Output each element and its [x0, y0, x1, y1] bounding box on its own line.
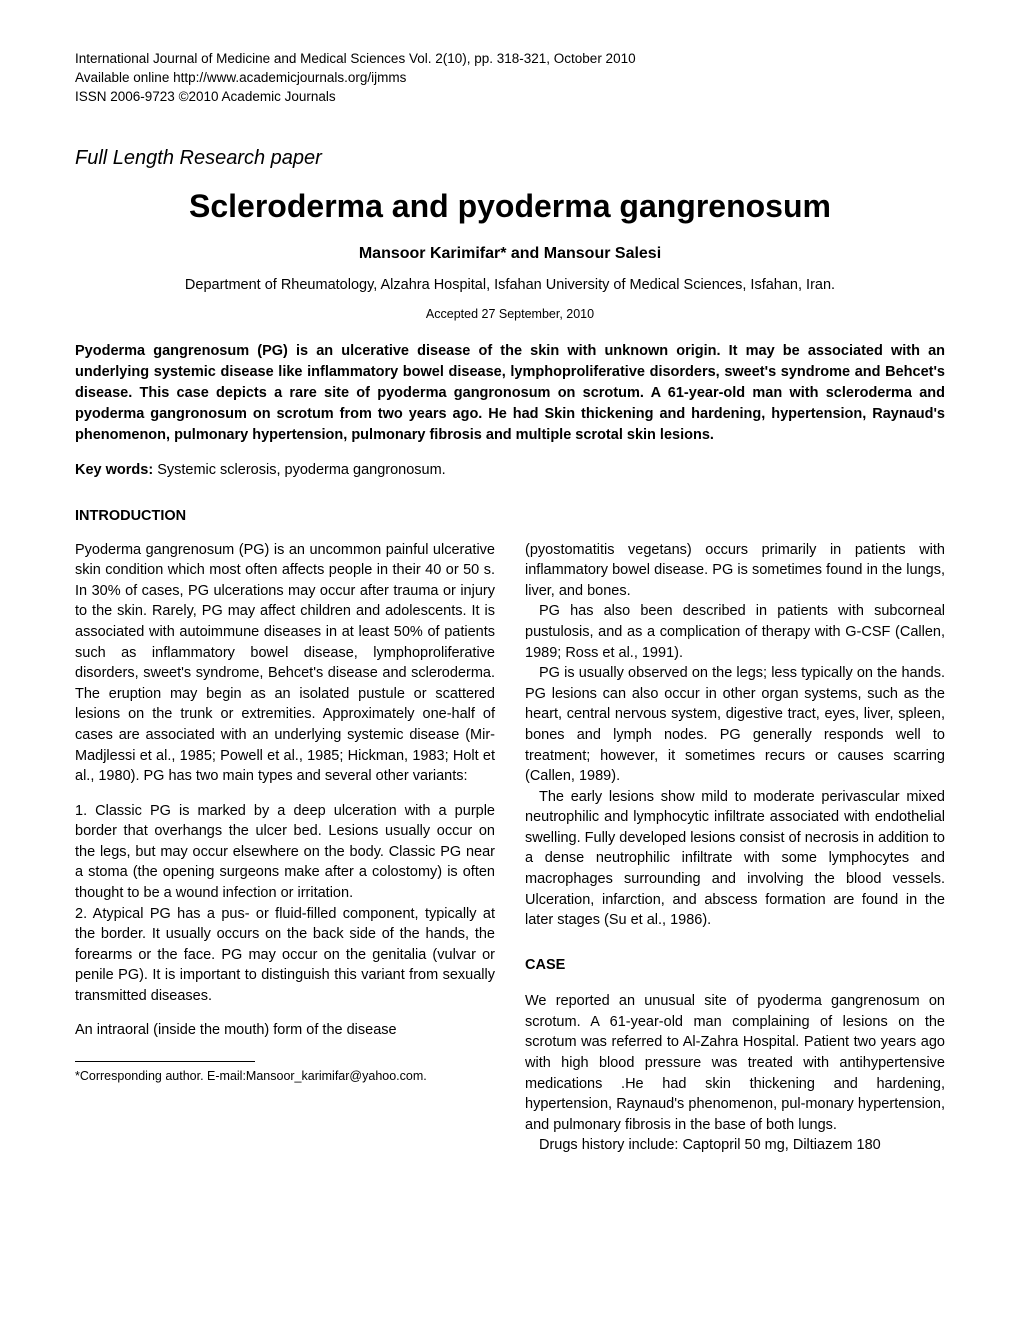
- journal-line-3: ISSN 2006-9723 ©2010 Academic Journals: [75, 88, 945, 107]
- case-heading: CASE: [525, 955, 945, 976]
- accepted-date: Accepted 27 September, 2010: [75, 307, 945, 321]
- left-column: Pyoderma gangrenosum (PG) is an uncommon…: [75, 540, 495, 1156]
- corresponding-author-footnote: *Corresponding author. E-mail:Mansoor_ka…: [75, 1068, 495, 1086]
- keywords-label: Key words:: [75, 462, 153, 478]
- right-para-1: (pyostomatitis vegetans) occurs primaril…: [525, 540, 945, 602]
- right-para-3: PG is usually observed on the legs; less…: [525, 663, 945, 786]
- affiliation: Department of Rheumatology, Alzahra Hosp…: [75, 277, 945, 293]
- right-para-2: PG has also been described in patients w…: [525, 601, 945, 663]
- intro-para-1: Pyoderma gangrenosum (PG) is an uncommon…: [75, 540, 495, 787]
- introduction-heading: INTRODUCTION: [75, 508, 945, 524]
- intro-list-1: 1. Classic PG is marked by a deep ulcera…: [75, 801, 495, 904]
- body-columns: Pyoderma gangrenosum (PG) is an uncommon…: [75, 540, 945, 1156]
- case-para-2: Drugs history include: Captopril 50 mg, …: [525, 1135, 945, 1156]
- paper-type: Full Length Research paper: [75, 147, 945, 170]
- intro-para-4: An intraoral (inside the mouth) form of …: [75, 1020, 495, 1041]
- authors: Mansoor Karimifar* and Mansour Salesi: [75, 245, 945, 263]
- paper-title: Scleroderma and pyoderma gangrenosum: [75, 188, 945, 225]
- right-para-4: The early lesions show mild to moderate …: [525, 787, 945, 931]
- right-column: (pyostomatitis vegetans) occurs primaril…: [525, 540, 945, 1156]
- journal-line-2: Available online http://www.academicjour…: [75, 69, 945, 88]
- journal-header: International Journal of Medicine and Me…: [75, 50, 945, 107]
- keywords-text: Systemic sclerosis, pyoderma gangronosum…: [153, 462, 446, 478]
- case-para-1: We reported an unusual site of pyoderma …: [525, 991, 945, 1135]
- keywords: Key words: Systemic sclerosis, pyoderma …: [75, 462, 945, 478]
- intro-list-2: 2. Atypical PG has a pus- or fluid-fille…: [75, 904, 495, 1007]
- journal-line-1: International Journal of Medicine and Me…: [75, 50, 945, 69]
- abstract: Pyoderma gangrenosum (PG) is an ulcerati…: [75, 341, 945, 446]
- footnote-rule: [75, 1061, 255, 1062]
